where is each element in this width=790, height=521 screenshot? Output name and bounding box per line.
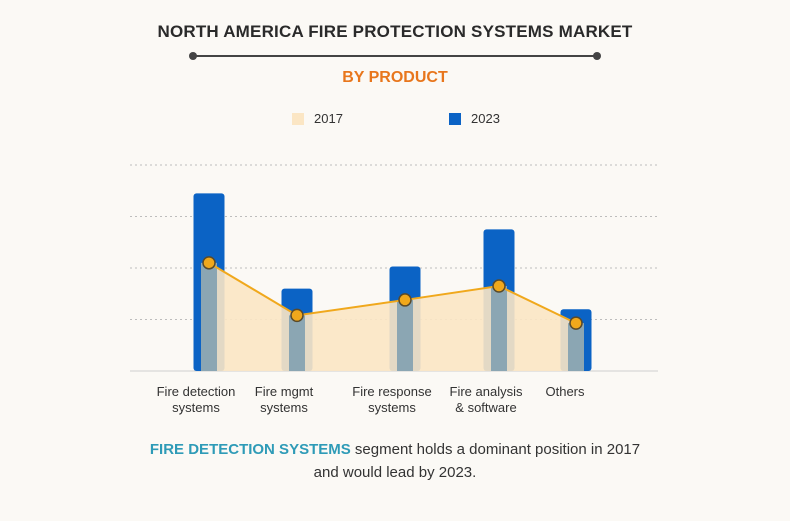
bar-2017 xyxy=(201,262,217,371)
divider-dot-left xyxy=(189,52,197,60)
bar-2017 xyxy=(397,299,413,371)
legend-label-2023: 2023 xyxy=(471,111,500,126)
x-tick-label: systems xyxy=(368,400,416,415)
caption-line1-text: segment holds a dominant position in 201… xyxy=(350,441,641,458)
x-tick-label: Others xyxy=(545,384,585,399)
legend-swatch-2017 xyxy=(292,112,304,125)
bar-2017 xyxy=(568,323,584,371)
point-2017 xyxy=(290,308,304,323)
caption-line-2: and would lead by 2023. xyxy=(313,464,477,481)
divider-dot-right xyxy=(593,52,601,60)
point-2017 xyxy=(492,279,506,293)
point-2017 xyxy=(202,256,216,270)
point-2017 xyxy=(398,293,412,307)
x-tick-label: & software xyxy=(455,400,516,415)
x-tick-label: Fire response xyxy=(352,384,431,399)
bar-2017 xyxy=(491,286,507,371)
x-tick-label: Fire mgmt xyxy=(255,384,314,399)
legend-item-2023: 2023 xyxy=(449,111,500,126)
chart-title: NORTH AMERICA FIRE PROTECTION SYSTEMS MA… xyxy=(157,22,633,41)
bar-2017 xyxy=(289,315,305,371)
title-divider xyxy=(189,52,601,60)
chart-caption: FIRE DETECTION SYSTEMS segment holds a d… xyxy=(0,438,790,484)
legend-label-2017: 2017 xyxy=(314,111,343,126)
x-tick-label: systems xyxy=(172,400,220,415)
x-tick-label: Fire analysis xyxy=(450,384,523,399)
point-2017 xyxy=(569,316,583,330)
caption-highlight: FIRE DETECTION SYSTEMS xyxy=(149,441,351,458)
legend-item-2017: 2017 xyxy=(292,111,343,126)
chart-subtitle: BY PRODUCT xyxy=(342,69,448,86)
x-tick-label: systems xyxy=(260,400,308,415)
caption-line-1: FIRE DETECTION SYSTEMS segment holds a d… xyxy=(0,438,790,461)
legend-swatch-2023 xyxy=(449,112,461,125)
x-tick-label: Fire detection xyxy=(157,384,236,399)
